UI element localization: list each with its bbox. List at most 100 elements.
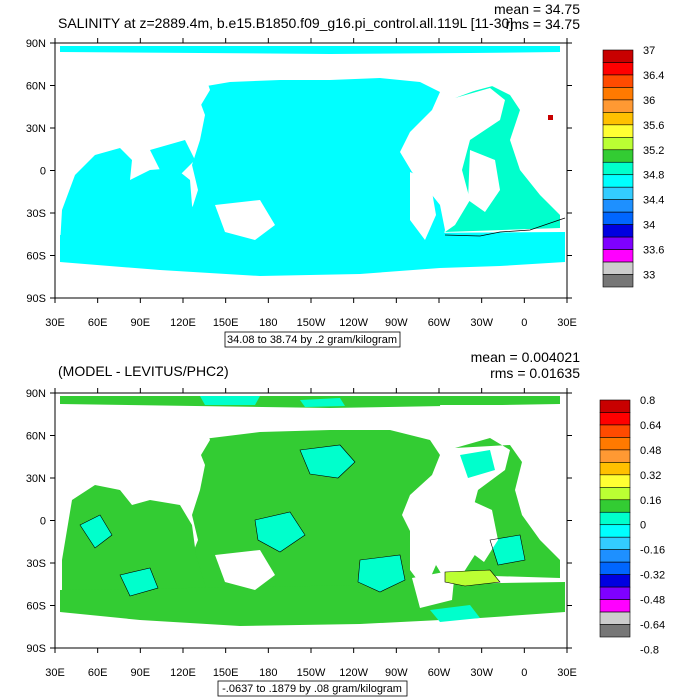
top-colorbar-swatch [602, 137, 634, 151]
bottom-colorbar-swatch [599, 586, 631, 600]
bottom-colorbar-label: 0.16 [640, 495, 661, 507]
bottom-colorbar-label: -0.64 [640, 620, 665, 632]
bottom-colorbar-swatch [599, 549, 631, 563]
bottom-contour-info: -.0637 to .1879 by .08 gram/kilogram [222, 683, 402, 695]
bottom-colorbar-label: 0 [640, 520, 646, 532]
top-panel: SALINITY at z=2889.4m, b.e15.B1850.f09_g… [26, 1, 664, 348]
bottom-contour-info-box: -.0637 to .1879 by .08 gram/kilogram [217, 680, 408, 697]
top-colorbar-swatch [602, 199, 634, 213]
top-hotspot [548, 115, 553, 120]
bottom-colorbar-swatch [599, 624, 631, 638]
bottom-rms: rms = 0.01635 [490, 365, 580, 381]
top-colorbar-label: 34 [643, 220, 655, 232]
bottom-colorbar-label: -0.8 [640, 644, 659, 656]
bottom-colorbar-label: -0.48 [640, 595, 665, 607]
top-contour-info: 34.08 to 38.74 by .2 gram/kilogram [227, 334, 397, 346]
bottom-colorbar-label: -0.32 [640, 570, 665, 582]
top-colorbar-label: 35.6 [643, 120, 664, 132]
bottom-colorbar-label: 0.32 [640, 470, 661, 482]
top-title: SALINITY at z=2889.4m, b.e15.B1850.f09_g… [58, 15, 513, 31]
top-colorbar-label: 36.4 [643, 70, 664, 82]
bottom-colorbar-swatch [599, 511, 631, 526]
top-colorbar-swatch [602, 87, 634, 101]
bottom-colorbar-swatch [599, 399, 631, 413]
top-colorbar-label: 35.2 [643, 145, 664, 157]
top-colorbar-swatch [602, 224, 634, 238]
top-colorbar-label: 33.6 [643, 245, 664, 257]
bottom-lon-label: 90E [131, 667, 151, 679]
bottom-colorbar-swatch [599, 561, 631, 575]
bottom-lon-label: 150E [213, 667, 239, 679]
bottom-lon-label: 60E [88, 667, 108, 679]
top-map [54, 42, 568, 299]
top-lon-label: 150W [297, 317, 326, 329]
bottom-lon-label: 60W [428, 667, 451, 679]
top-lat-label: 60N [26, 81, 46, 93]
bottom-colorbar-swatch [599, 462, 631, 476]
bottom-colorbar-swatch [599, 449, 631, 463]
bottom-colorbar-swatch [599, 487, 631, 501]
top-colorbar-swatch [602, 124, 634, 138]
bottom-lat-label: 0 [40, 516, 46, 528]
bottom-colorbar-swatch [599, 499, 631, 513]
top-colorbar-swatch [602, 186, 634, 200]
bottom-panel: (MODEL - LEVITUS/PHC2) mean = 0.004021 r… [26, 349, 665, 697]
top-lon-label: 30W [470, 317, 493, 329]
bottom-title: (MODEL - LEVITUS/PHC2) [58, 363, 229, 379]
top-colorbar-swatch [602, 211, 634, 225]
top-lat-label: 30S [26, 208, 46, 220]
top-colorbar-label: 34.4 [643, 195, 664, 207]
bottom-colorbar-label: -0.16 [640, 545, 665, 557]
top-colorbar-label: 37 [643, 45, 655, 57]
bottom-contour-lines [79, 444, 526, 597]
bottom-colorbar-swatch [599, 536, 631, 550]
bottom-lon-axis: 30E 60E 90E 120E 150E 180 150W 120W 90W 60W 30W 0 30… [45, 388, 577, 679]
bottom-lat-label: 60S [26, 601, 46, 613]
top-lon-label: 0 [521, 317, 527, 329]
bottom-colorbar-label: 0.64 [640, 420, 661, 432]
top-colorbar-swatch [602, 74, 634, 88]
bottom-lon-label: 120W [339, 667, 368, 679]
top-colorbar-label: 33 [643, 270, 655, 282]
top-colorbar-swatch [602, 62, 634, 76]
top-lon-axis: 30E 60E 90E 120E 150E 180 150W 120W 90W 60W 30W 0 30… [45, 38, 577, 329]
top-colorbar: 37 36.4 36 35.6 35.2 34.8 34.4 34 33.6 33 [602, 45, 664, 288]
top-colorbar-swatch [602, 99, 634, 113]
top-colorbar-swatch [602, 161, 634, 176]
bottom-colorbar-swatch [599, 524, 631, 538]
top-lon-label: 30E [557, 317, 577, 329]
bottom-colorbar: 0.8 0.64 0.48 0.32 0.16 0 -0.16 -0.32 -0.48 -0.64… [599, 395, 665, 656]
top-lon-label: 120W [339, 317, 368, 329]
bottom-colorbar-swatch [599, 611, 631, 625]
bottom-lat-label: 30S [26, 558, 46, 570]
top-colorbar-swatch [602, 236, 634, 250]
top-colorbar-swatch [602, 112, 634, 126]
bottom-lon-label: 30E [45, 667, 65, 679]
top-lat-label: 30N [26, 123, 46, 135]
top-colorbar-swatch [602, 149, 634, 163]
bottom-lon-label: 120E [170, 667, 196, 679]
bottom-lon-label: 150W [297, 667, 326, 679]
top-lon-label: 180 [259, 317, 277, 329]
bottom-lon-label: 180 [259, 667, 277, 679]
top-lon-label: 30E [45, 317, 65, 329]
top-lon-label: 60E [88, 317, 108, 329]
bottom-ocean-negative [80, 396, 525, 622]
top-colorbar-swatch [602, 174, 634, 188]
bottom-colorbar-swatch [599, 424, 631, 438]
bottom-colorbar-swatch [599, 599, 631, 613]
top-lon-label: 60W [428, 317, 451, 329]
top-lon-label: 120E [170, 317, 196, 329]
top-contour-info-box: 34.08 to 38.74 by .2 gram/kilogram [224, 331, 401, 348]
top-lon-label: 90E [131, 317, 151, 329]
top-mean: mean = 34.75 [494, 1, 580, 17]
bottom-land [75, 405, 565, 608]
bottom-lat-label: 90S [26, 643, 46, 655]
bottom-hotspot-region [444, 569, 501, 587]
bottom-lon-label: 30E [557, 667, 577, 679]
top-lon-label: 90W [385, 317, 408, 329]
bottom-mean: mean = 0.004021 [471, 349, 581, 365]
top-colorbar-label: 36 [643, 95, 655, 107]
top-colorbar-swatch [602, 49, 634, 63]
top-colorbar-swatch [602, 261, 634, 275]
